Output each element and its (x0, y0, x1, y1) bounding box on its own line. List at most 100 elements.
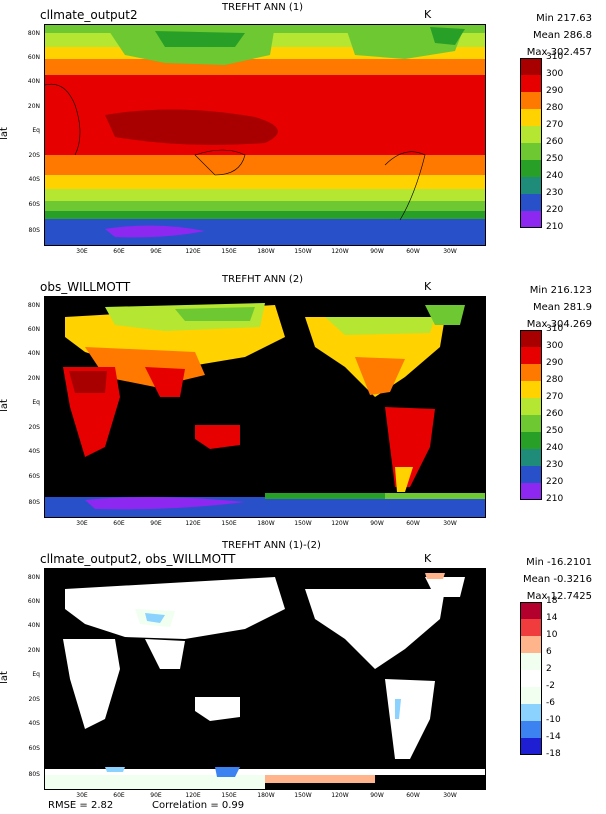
lon-tick-label: 120E (185, 520, 201, 527)
colorbar-swatch (520, 687, 542, 704)
lon-tick-label: 180W (257, 248, 275, 255)
lon-tick-label: 150E (221, 520, 237, 527)
stat-max: Max 302.457 (526, 47, 592, 58)
lat-tick-label: 20S (28, 424, 40, 431)
lon-tick-label: 30E (76, 248, 88, 255)
colorbar-swatch (520, 58, 542, 75)
colorbar-label: 280 (546, 375, 564, 385)
lon-tick-label: 60E (113, 520, 125, 527)
lon-tick-label: 30W (443, 520, 457, 527)
stat-min: Min 216.123 (529, 285, 592, 296)
lon-tick-label: 30E (76, 792, 88, 799)
difference-field (45, 569, 485, 789)
colorbar-label: 310 (546, 324, 564, 334)
lon-tick-label: 90E (150, 792, 162, 799)
colorbar (520, 330, 542, 500)
colorbar (520, 602, 542, 755)
variable-title: TREFHT ANN (1) (222, 2, 304, 13)
colorbar-swatch (520, 211, 542, 228)
correlation-label: Correlation = 0.99 (152, 800, 245, 811)
colorbar-label: 270 (546, 392, 564, 402)
lat-tick-label: 20N (27, 647, 40, 654)
colorbar-label: 300 (546, 69, 564, 79)
colorbar-swatch (520, 194, 542, 211)
colorbar-label: 14 (546, 613, 558, 623)
lat-tick-label: 40S (28, 448, 40, 455)
colorbar-swatch (520, 432, 542, 449)
colorbar-swatch (520, 619, 542, 636)
panel-obs: obs_WILLMOTT TREFHT ANN (2) K Min 216.12… (0, 272, 606, 542)
colorbar-label: 230 (546, 188, 564, 198)
lon-tick-label: 60E (113, 792, 125, 799)
colorbar-label: 230 (546, 460, 564, 470)
panel-model: cllmate_output2 TREFHT ANN (1) K Min 217… (0, 0, 606, 270)
lat-tick-label: 40N (27, 350, 40, 357)
colorbar-label: 240 (546, 443, 564, 453)
lon-tick-label: 60W (406, 248, 420, 255)
lat-tick-label: 60S (28, 745, 40, 752)
colorbar-swatch (520, 704, 542, 721)
variable-title: TREFHT ANN (1)-(2) (222, 540, 321, 551)
stat-max: Max 304.269 (526, 319, 592, 330)
lat-tick-label: 60N (27, 598, 40, 605)
colorbar-swatch (520, 381, 542, 398)
colorbar-label: 250 (546, 426, 564, 436)
stats-block: Min -16.2101 Mean -0.3216 Max 12.7425 (498, 554, 592, 605)
colorbar-label: 250 (546, 154, 564, 164)
lat-tick-label: 80N (27, 302, 40, 309)
stat-max: Max 12.7425 (526, 591, 592, 602)
colorbar-swatch (520, 670, 542, 687)
lon-tick-label: 60E (113, 248, 125, 255)
lon-tick-label: 90W (370, 248, 384, 255)
colorbar-swatch (520, 415, 542, 432)
temperature-field (45, 25, 485, 245)
colorbar-label: -10 (546, 715, 561, 725)
observed-land-field (45, 297, 485, 517)
lat-tick-label: Eq (32, 127, 40, 134)
colorbar-label: 210 (546, 222, 564, 232)
colorbar-label: 270 (546, 120, 564, 130)
lat-tick-label: 80S (28, 771, 40, 778)
colorbar-swatch (520, 483, 542, 500)
lon-tick-label: 150E (221, 792, 237, 799)
case-name: cllmate_output2, obs_WILLMOTT (40, 552, 236, 566)
case-name: cllmate_output2 (40, 8, 138, 22)
colorbar-label: 220 (546, 205, 564, 215)
stat-mean: Mean 281.9 (532, 302, 592, 313)
colorbar-swatch (520, 653, 542, 670)
units-label: K (424, 552, 432, 565)
lon-tick-label: 150W (294, 792, 312, 799)
colorbar-swatch (520, 347, 542, 364)
colorbar-label: -2 (546, 681, 555, 691)
lat-tick-label: 40S (28, 720, 40, 727)
colorbar-label: 310 (546, 52, 564, 62)
lat-tick-label: Eq (32, 399, 40, 406)
stats-block: Min 217.63 Mean 286.8 Max 302.457 (498, 10, 592, 61)
lon-tick-label: 30E (76, 520, 88, 527)
lon-tick-label: 90W (370, 792, 384, 799)
colorbar-swatch (520, 109, 542, 126)
lat-tick-label: 20S (28, 696, 40, 703)
colorbar-label: 260 (546, 409, 564, 419)
colorbar-label: -14 (546, 732, 561, 742)
lat-tick-label: Eq (32, 671, 40, 678)
lon-tick-label: 150W (294, 248, 312, 255)
lon-tick-label: 90E (150, 248, 162, 255)
colorbar-label: 10 (546, 630, 558, 640)
colorbar-swatch (520, 398, 542, 415)
lon-tick-label: 120E (185, 248, 201, 255)
lat-tick-label: 40S (28, 176, 40, 183)
colorbar-label: 210 (546, 494, 564, 504)
colorbar-swatch (520, 126, 542, 143)
lon-tick-label: 180W (257, 520, 275, 527)
colorbar-label: 220 (546, 477, 564, 487)
lat-tick-label: 20N (27, 103, 40, 110)
lat-tick-label: 80N (27, 30, 40, 37)
colorbar-swatch (520, 177, 542, 194)
colorbar-label: 260 (546, 137, 564, 147)
colorbar-swatch (520, 143, 542, 160)
lat-tick-label: 60N (27, 54, 40, 61)
lat-tick-label: 20N (27, 375, 40, 382)
lat-tick-label: 40N (27, 78, 40, 85)
colorbar-label: 2 (546, 664, 552, 674)
